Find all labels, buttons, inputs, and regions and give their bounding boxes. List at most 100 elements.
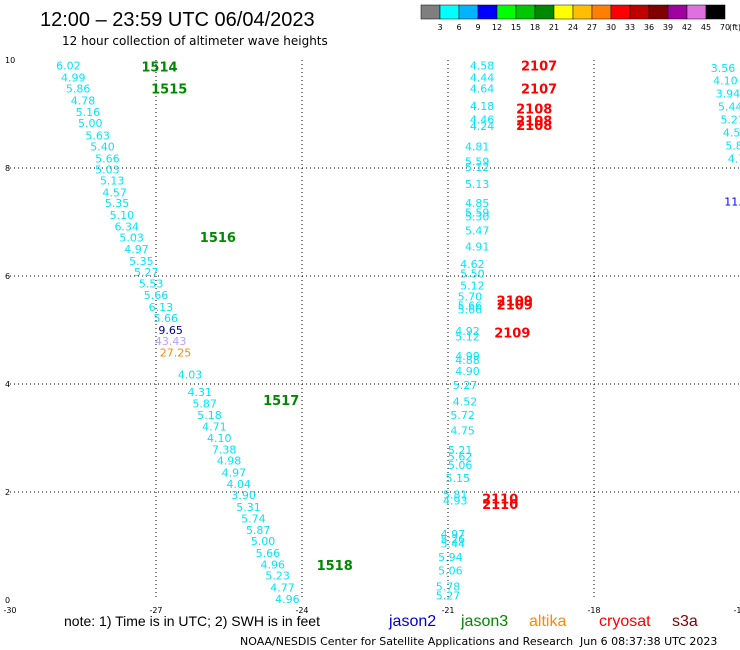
swh-value-label: 5.00 <box>78 117 103 130</box>
swh-value-label: 5.53 <box>139 278 164 291</box>
swh-value-label: 5.18 <box>197 409 222 422</box>
swh-value-label: 5.10 <box>110 209 135 222</box>
swh-value-label: 5.16 <box>76 106 101 119</box>
chart-title: 12:00 – 23:59 UTC 06/04/2023 <box>40 9 315 31</box>
swh-value-label: 5.70 <box>458 291 483 304</box>
colorbar-swatch <box>610 4 631 20</box>
colorbar-value: 9 <box>475 23 480 32</box>
swh-value-label: 4.58 <box>470 59 495 72</box>
swh-value-label: 4.88 <box>455 354 480 367</box>
swh-value-label: 5.44 <box>441 537 466 550</box>
pass-number-label: 2108 <box>516 119 552 134</box>
x-tick-label: -15 <box>733 606 740 615</box>
pass-number-label: 2108 <box>516 103 552 118</box>
swh-value-label: 7.38 <box>212 443 237 456</box>
colorbar-value: 36 <box>644 23 654 32</box>
pass-number-label: 1518 <box>317 559 353 574</box>
pass-number-label: 1516 <box>200 231 236 246</box>
swh-value-label: 4.91 <box>465 240 490 253</box>
swh-value-label: 5.03 <box>119 232 144 245</box>
satellite-legend: jason2 jason3 altika cryosat s3a <box>388 613 698 630</box>
colorbar-value: 70 <box>720 23 730 32</box>
swh-value-label: 5.12 <box>465 161 490 174</box>
swh-value-label: 6.13 <box>149 301 174 314</box>
swh-value-label: 4.78 <box>71 95 96 108</box>
swh-value-label: 3.56 <box>711 62 736 75</box>
swh-value-label: 4.53 <box>723 126 740 139</box>
swh-values: 6.024.995.864.785.165.005.635.405.665.03… <box>56 59 740 606</box>
y-tick-label: 6 <box>5 272 10 281</box>
colorbar-value: 15 <box>511 23 521 32</box>
y-tick-label: 10 <box>5 56 15 65</box>
colorbar-swatch <box>420 4 441 20</box>
swh-value-label: 5.94 <box>438 551 463 564</box>
swh-value-label: 27.25 <box>160 347 192 360</box>
colorbar-value: 21 <box>549 23 559 32</box>
swh-value-label: 4.24 <box>470 120 495 133</box>
swh-value-label: 5.26 <box>441 533 466 546</box>
satellite-legend-item: altika <box>529 613 566 630</box>
swh-value-label: 5.81 <box>443 489 468 502</box>
swh-value-label: 5.15 <box>445 472 470 485</box>
swh-value-label: 5.21 <box>448 444 473 457</box>
colorbar-swatch <box>648 4 669 20</box>
swh-value-label: 5.44 <box>718 100 740 113</box>
swh-value-label: 4.93 <box>443 495 468 508</box>
satellite-legend-item: cryosat <box>599 613 651 630</box>
colorbar-swatch <box>439 4 460 20</box>
swh-value-label: 4.96 <box>275 593 300 606</box>
swh-value-label: 5.12 <box>455 330 480 343</box>
swh-value-label: 4.31 <box>188 386 213 399</box>
colorbar-legend: 3 6 9 12 15 18 21 24 27 30 33 36 39 42 45 70(ft) <box>420 4 740 32</box>
pass-number-label: 2110 <box>482 498 518 513</box>
swh-value-label: 5.06 <box>448 459 473 472</box>
chart-subtitle: 12 hour collection of altimeter wave hei… <box>62 34 328 48</box>
swh-value-label: 4.57 <box>102 186 127 199</box>
colorbar-value: 42 <box>682 23 692 32</box>
swh-value-label: 5.66 <box>458 300 483 313</box>
swh-value-label: 6.34 <box>115 220 140 233</box>
colorbar-value: 6 <box>456 23 461 32</box>
colorbar-swatch <box>629 4 650 20</box>
swh-value-label: 5.59 <box>465 156 490 169</box>
swh-value-label: 5.83 <box>725 139 740 152</box>
colorbar-value: 24 <box>568 23 578 32</box>
swh-value-label: 4.71 <box>728 152 740 165</box>
pass-number-label: 1515 <box>151 83 187 98</box>
swh-value-label: 4.10 <box>713 75 738 88</box>
swh-value-label: 5.40 <box>90 140 115 153</box>
swh-value-label: 5.35 <box>129 255 154 268</box>
swh-value-label: 4.75 <box>450 424 475 437</box>
swh-value-label: 4.04 <box>226 478 251 491</box>
y-tick-label: 0 <box>5 596 10 605</box>
swh-value-label: 5.13 <box>465 178 490 191</box>
swh-value-label: 4.85 <box>465 197 490 210</box>
colorbar-swatch <box>591 4 612 20</box>
colorbar-value: 39 <box>663 23 673 32</box>
pass-number-label: 1517 <box>263 394 299 409</box>
pass-number-label: 1514 <box>141 60 177 75</box>
swh-value-label: 5.12 <box>460 280 485 293</box>
swh-value-label: 5.87 <box>246 524 271 537</box>
swh-value-label: 5.78 <box>436 581 461 594</box>
swh-value-label: 4.97 <box>124 243 149 256</box>
x-tick-label: -27 <box>149 606 162 615</box>
swh-value-label: 6.02 <box>56 59 81 72</box>
swh-value-label: 5.66 <box>256 547 281 560</box>
pass-number-label: 2109 <box>497 299 533 314</box>
plot-grid <box>10 60 740 600</box>
swh-value-label: 4.81 <box>465 140 490 153</box>
swh-value-label: 4.03 <box>178 368 203 381</box>
swh-value-label: 4.99 <box>455 350 480 363</box>
colorbar-swatch <box>534 4 555 20</box>
swh-value-label: 5.03 <box>95 164 120 177</box>
swh-value-label: 43.43 <box>155 335 187 348</box>
swh-value-label: 5.27 <box>134 266 159 279</box>
swh-value-label: 3.94 <box>716 87 740 100</box>
swh-value-label: 5.13 <box>100 174 125 187</box>
pass-number-label: 2108 <box>516 114 552 129</box>
plot-axes: -30 -27 -24 -21 -18 -15 0 2 4 6 8 10 <box>3 56 740 615</box>
swh-value-label: 4.92 <box>455 325 480 338</box>
x-tick-label: -24 <box>295 606 308 615</box>
swh-value-label: 5.66 <box>95 152 120 165</box>
